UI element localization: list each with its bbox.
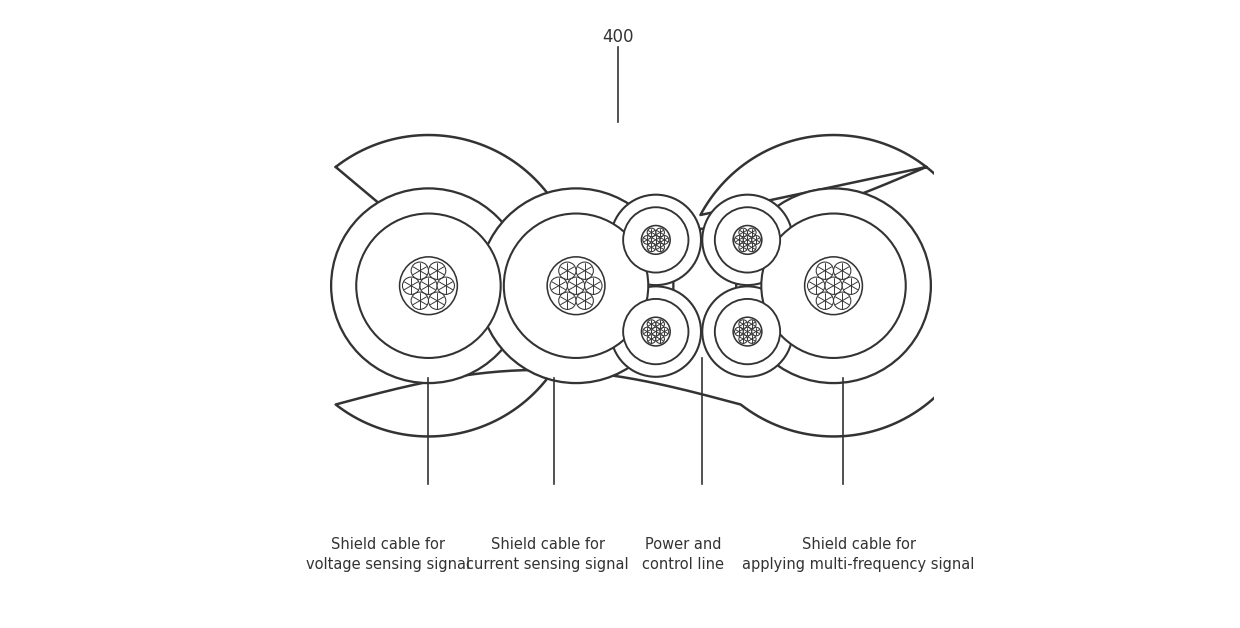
Polygon shape bbox=[336, 135, 985, 436]
Circle shape bbox=[577, 292, 594, 310]
Circle shape bbox=[761, 214, 905, 358]
Circle shape bbox=[429, 292, 446, 310]
Circle shape bbox=[825, 277, 842, 295]
Circle shape bbox=[559, 262, 577, 279]
Circle shape bbox=[748, 243, 756, 252]
Circle shape bbox=[748, 335, 756, 344]
Circle shape bbox=[656, 243, 665, 252]
Circle shape bbox=[642, 327, 651, 336]
Circle shape bbox=[356, 214, 501, 358]
Text: Shield cable for
current sensing signal: Shield cable for current sensing signal bbox=[466, 537, 629, 571]
Circle shape bbox=[833, 292, 851, 310]
Circle shape bbox=[412, 292, 429, 310]
Circle shape bbox=[479, 188, 673, 383]
Circle shape bbox=[748, 320, 756, 328]
Circle shape bbox=[739, 243, 748, 252]
Circle shape bbox=[647, 243, 656, 252]
Circle shape bbox=[624, 207, 688, 273]
Circle shape bbox=[816, 292, 833, 310]
Circle shape bbox=[559, 292, 577, 310]
Circle shape bbox=[429, 262, 446, 279]
Circle shape bbox=[743, 236, 751, 244]
Circle shape bbox=[739, 228, 748, 237]
Circle shape bbox=[656, 228, 665, 237]
Circle shape bbox=[331, 188, 526, 383]
Circle shape bbox=[842, 277, 859, 295]
Circle shape bbox=[610, 195, 701, 285]
Circle shape bbox=[739, 335, 748, 344]
Text: Power and
control line: Power and control line bbox=[642, 537, 724, 571]
Circle shape bbox=[660, 327, 668, 336]
Circle shape bbox=[651, 236, 660, 244]
Circle shape bbox=[751, 236, 760, 244]
Circle shape bbox=[438, 277, 454, 295]
Circle shape bbox=[399, 257, 458, 315]
Circle shape bbox=[651, 327, 660, 336]
Circle shape bbox=[420, 277, 438, 295]
Circle shape bbox=[751, 327, 760, 336]
Circle shape bbox=[702, 195, 792, 285]
Circle shape bbox=[733, 225, 761, 254]
Circle shape bbox=[714, 299, 780, 364]
Circle shape bbox=[702, 286, 792, 377]
Circle shape bbox=[647, 320, 656, 328]
Circle shape bbox=[805, 257, 862, 315]
Circle shape bbox=[714, 207, 780, 273]
Circle shape bbox=[624, 299, 688, 364]
Circle shape bbox=[743, 327, 751, 336]
Circle shape bbox=[642, 236, 651, 244]
Circle shape bbox=[734, 236, 743, 244]
Circle shape bbox=[656, 335, 665, 344]
Circle shape bbox=[503, 214, 649, 358]
Circle shape bbox=[748, 228, 756, 237]
Circle shape bbox=[610, 286, 701, 377]
Text: 400: 400 bbox=[603, 28, 634, 46]
Text: Shield cable for
applying multi-frequency signal: Shield cable for applying multi-frequenc… bbox=[743, 537, 975, 571]
Text: Shield cable for
voltage sensing signal: Shield cable for voltage sensing signal bbox=[305, 537, 470, 571]
Circle shape bbox=[647, 228, 656, 237]
Circle shape bbox=[641, 225, 670, 254]
Circle shape bbox=[734, 327, 743, 336]
Circle shape bbox=[403, 277, 420, 295]
Circle shape bbox=[547, 257, 605, 315]
Circle shape bbox=[656, 320, 665, 328]
Circle shape bbox=[816, 262, 833, 279]
Circle shape bbox=[412, 262, 429, 279]
Circle shape bbox=[807, 277, 825, 295]
Circle shape bbox=[739, 320, 748, 328]
Circle shape bbox=[551, 277, 568, 295]
Circle shape bbox=[585, 277, 603, 295]
Circle shape bbox=[737, 188, 931, 383]
Circle shape bbox=[660, 236, 668, 244]
Circle shape bbox=[568, 277, 585, 295]
Circle shape bbox=[641, 317, 670, 346]
Circle shape bbox=[733, 317, 761, 346]
Circle shape bbox=[833, 262, 851, 279]
Circle shape bbox=[577, 262, 594, 279]
Circle shape bbox=[647, 335, 656, 344]
